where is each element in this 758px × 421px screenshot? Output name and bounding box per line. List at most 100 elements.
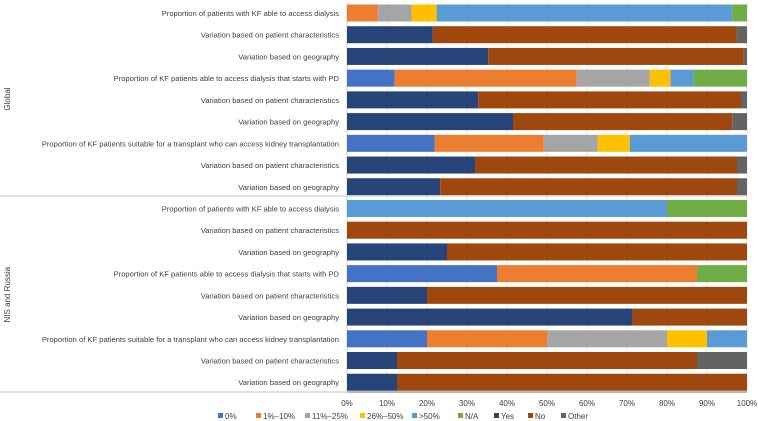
- row-label: Variation based on geography: [238, 378, 339, 387]
- row-label: Proportion of KF patients able to access…: [114, 270, 340, 279]
- bar-segment-no: [478, 91, 741, 109]
- bar-segment-n-a: [732, 4, 747, 22]
- bar-segment-no: [432, 26, 737, 44]
- row-label: Variation based on patient characteristi…: [201, 96, 340, 105]
- x-tick-label: 60%: [579, 399, 595, 408]
- bar-segment-other: [737, 178, 747, 196]
- legend-swatch: [256, 413, 261, 418]
- bar-segment-other: [732, 113, 747, 131]
- row-label: Proportion of KF patients able to access…: [114, 74, 340, 83]
- bar-segment-0-: [347, 265, 497, 283]
- bar-segment-26-50-: [597, 134, 630, 152]
- bar-segment-yes: [347, 113, 513, 131]
- row-label: Variation based on geography: [238, 248, 339, 257]
- bar-segment-other: [737, 156, 747, 174]
- x-tick-label: 50%: [539, 399, 555, 408]
- bar-segment-yes: [347, 373, 397, 391]
- bar-segment-0-: [347, 134, 435, 152]
- bar-segment-1-10-: [394, 69, 577, 87]
- bar-segment-26-50-: [667, 330, 707, 348]
- legend-label: 1%–10%: [263, 412, 295, 421]
- bar-segment-yes: [347, 286, 427, 304]
- x-tick-label: 90%: [699, 399, 715, 408]
- bar-segment-11-25-: [377, 4, 412, 22]
- bar-segment-yes: [347, 243, 447, 261]
- legend-swatch: [528, 413, 533, 418]
- row-label: Variation based on patient characteristi…: [201, 161, 340, 170]
- row-label: Variation based on geography: [238, 52, 339, 61]
- legend-label: >50%: [419, 412, 440, 421]
- legend-label: 0%: [225, 412, 237, 421]
- bar-segment-yes: [347, 47, 489, 65]
- bar-segment-no: [347, 221, 747, 239]
- legend-label: No: [535, 412, 546, 421]
- x-tick-label: 40%: [499, 399, 515, 408]
- x-tick-label: 0%: [341, 399, 353, 408]
- bar-segment-no: [427, 286, 747, 304]
- bar-segment-no: [397, 373, 747, 391]
- bar-segment--50-: [436, 4, 733, 22]
- legend-swatch: [218, 413, 223, 418]
- row-label: Variation based on patient characteristi…: [201, 357, 340, 366]
- bar-segment--50-: [347, 199, 667, 217]
- row-label: Variation based on patient characteristi…: [201, 291, 340, 300]
- legend-swatch: [494, 413, 499, 418]
- legend-swatch: [305, 413, 310, 418]
- row-label: Variation based on geography: [238, 313, 339, 322]
- bar-segment-n-a: [667, 199, 747, 217]
- bar-segment-no: [440, 178, 737, 196]
- row-label: Variation based on patient characteristi…: [201, 226, 340, 235]
- bar-segment-yes: [347, 178, 441, 196]
- legend-swatch: [360, 413, 365, 418]
- row-label: Proportion of KF patients suitable for a…: [42, 335, 339, 344]
- row-label: Proportion of KF patients suitable for a…: [42, 139, 339, 148]
- bar-segment-no: [513, 113, 733, 131]
- x-tick-label: 100%: [737, 399, 757, 408]
- bar-segment-1-10-: [434, 134, 544, 152]
- bar-segment-no: [488, 47, 744, 65]
- legend-label: 26%–50%: [367, 412, 403, 421]
- x-tick-label: 80%: [659, 399, 675, 408]
- row-label: Proportion of patients with KF able to a…: [162, 204, 339, 213]
- group-label: NIS and Russia: [3, 266, 12, 322]
- bar-segment-other: [741, 91, 747, 109]
- bar-segment-1-10-: [347, 4, 378, 22]
- legend-swatch: [561, 413, 566, 418]
- bar-segment-1-10-: [497, 265, 697, 283]
- bar-segment-26-50-: [649, 69, 671, 87]
- legend-label: Other: [568, 412, 588, 421]
- legend-label: Yes: [501, 412, 514, 421]
- legend-label: 11%–25%: [312, 412, 348, 421]
- bar-segment-1-10-: [427, 330, 547, 348]
- legend-swatch: [458, 413, 463, 418]
- bar-segment-0-: [347, 69, 395, 87]
- group-label: Global: [3, 87, 12, 110]
- row-label: Proportion of patients with KF able to a…: [162, 9, 339, 18]
- x-tick-label: 30%: [459, 399, 475, 408]
- bar-segment-yes: [347, 308, 633, 326]
- bar-segment-no: [632, 308, 747, 326]
- bar-segment-n-a: [693, 69, 747, 87]
- bar-segment-0-: [347, 330, 427, 348]
- legend-swatch: [412, 413, 417, 418]
- bar-segment-no: [475, 156, 737, 174]
- x-tick-label: 70%: [619, 399, 635, 408]
- row-label: Variation based on geography: [238, 118, 339, 127]
- bar-segment-11-25-: [547, 330, 667, 348]
- bar-segment-11-25-: [576, 69, 650, 87]
- row-label: Variation based on patient characteristi…: [201, 31, 340, 40]
- bar-segment-yes: [347, 352, 397, 370]
- bar-segment-no: [397, 352, 697, 370]
- bar-segment-yes: [347, 156, 475, 174]
- x-tick-label: 20%: [419, 399, 435, 408]
- bar-segment-no: [447, 243, 747, 261]
- bar-segment-11-25-: [543, 134, 598, 152]
- x-tick-label: 10%: [379, 399, 395, 408]
- bar-segment-other: [736, 26, 747, 44]
- bar-segment--50-: [629, 134, 747, 152]
- bar-segment--50-: [670, 69, 694, 87]
- bar-segment-other: [697, 352, 747, 370]
- bar-segment-n-a: [697, 265, 747, 283]
- bar-segment-26-50-: [411, 4, 437, 22]
